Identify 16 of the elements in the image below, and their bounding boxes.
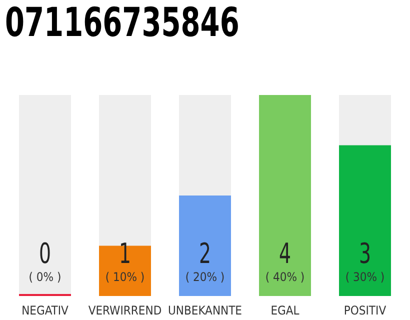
data-label: 1 [118,236,132,270]
data-label: 3 [358,236,372,270]
x-tick-label: POSITIV [344,304,387,318]
annotation: ( 40% ) [264,270,306,284]
annotation: ( 0% ) [28,270,62,284]
x-tick-label: VERWIRREND [88,304,162,318]
data-label: 0 [38,236,52,270]
data-label: 4 [278,236,292,270]
x-tick-label: UNBEKANNTE [168,304,242,318]
x-tick-label: EGAL [270,304,300,318]
x-tick-label: NEGATIV [22,304,70,318]
data-label: 2 [198,236,212,270]
annotation: ( 20% ) [184,270,226,284]
chart-title: 071166735846 [5,0,240,46]
annotation: ( 30% ) [344,270,386,284]
annotation: ( 10% ) [104,270,146,284]
